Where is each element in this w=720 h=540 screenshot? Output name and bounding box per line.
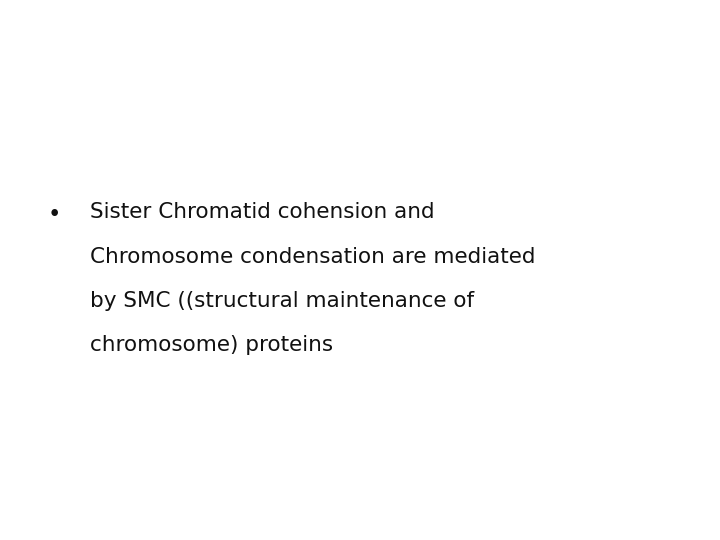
Text: •: • — [48, 202, 60, 226]
Text: Sister Chromatid cohension and: Sister Chromatid cohension and — [90, 202, 435, 222]
Text: Chromosome condensation are mediated: Chromosome condensation are mediated — [90, 247, 536, 267]
Text: chromosome) proteins: chromosome) proteins — [90, 335, 333, 355]
Text: by SMC ((structural maintenance of: by SMC ((structural maintenance of — [90, 291, 474, 311]
